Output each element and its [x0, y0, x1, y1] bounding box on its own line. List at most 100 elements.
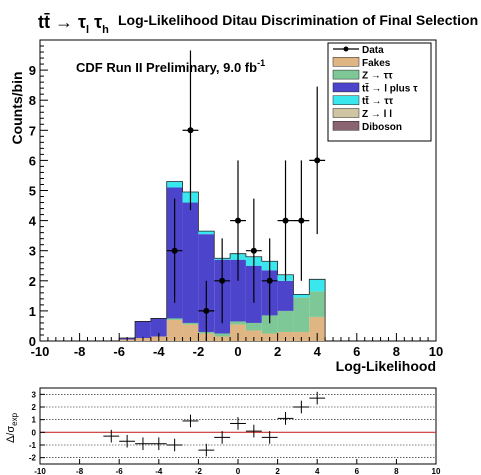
data-point-5 — [250, 247, 257, 254]
ratio-y-tick-label--1: -1 — [29, 441, 37, 450]
ratio-y-tick-label-3: 3 — [32, 390, 37, 399]
ratio-x-tick-label--10: -10 — [34, 467, 46, 475]
bar-ztautau-7 — [230, 321, 246, 325]
data-point-3 — [219, 277, 226, 284]
ratio-y-axis-label: Δ/σexp — [5, 412, 19, 443]
ratio-y-tick-label-1: 1 — [32, 416, 37, 425]
ratio-x-tick-label-0: 0 — [236, 467, 241, 475]
bar-fakes-12 — [309, 316, 326, 341]
x-tick-label--6: -6 — [113, 344, 125, 359]
legend-swatch-ztautau — [332, 69, 360, 80]
bar-ttbar_tautau-5 — [198, 231, 215, 235]
bar-fakes-7 — [230, 324, 246, 341]
chart-title: Log-Likelihood Ditau Discrimination of F… — [118, 12, 478, 28]
legend-label-5: Z → l l — [362, 109, 392, 120]
y-axis-label: Counts/bin — [9, 71, 25, 144]
legend-swatch-ttbar_tautau — [332, 95, 360, 105]
y-tick-label-2: 2 — [29, 274, 36, 289]
bar-ztautau-8 — [245, 322, 262, 331]
main-axes: -10 -8 -6 -4 -2 0 2 4 6 8 10 0 1 2 3 4 5 6 7 8 9 — [29, 45, 443, 359]
bar-ztautau-6 — [214, 333, 231, 337]
ratio-y-tick-label-2: 2 — [32, 403, 37, 412]
ratio-x-tick-label-4: 4 — [315, 467, 320, 475]
ratio-x-tick-label-2: 2 — [275, 467, 280, 475]
bar-ztautau-3 — [166, 318, 183, 320]
bar-ttbar_l_tau-10 — [277, 280, 294, 311]
data-points — [166, 50, 326, 341]
ratio-x-tick-label-6: 6 — [355, 467, 360, 475]
y-tick-label-9: 9 — [29, 63, 36, 78]
y-tick-label-0: 0 — [29, 334, 36, 349]
legend-label-4: tt̄ → ττ — [362, 95, 394, 107]
bar-ttbar_tautau-12 — [309, 279, 326, 292]
legend-label-0: Data — [362, 45, 384, 56]
data-point-6 — [266, 277, 273, 284]
experiment-annotation: CDF Run II Preliminary, 9.0 fb-1 — [76, 58, 265, 75]
legend-data-marker — [343, 46, 349, 52]
ratio-x-tick-label--8: -8 — [76, 467, 84, 475]
data-point-1 — [187, 127, 194, 134]
ratio-x-tick-label-8: 8 — [394, 467, 399, 475]
y-tick-label-8: 8 — [29, 93, 36, 108]
legend-label-3: tt̄ → l plus τ — [362, 83, 418, 95]
bar-ttbar_tautau-11 — [293, 294, 310, 298]
x-tick-label--2: -2 — [193, 344, 205, 359]
data-point-2 — [203, 307, 210, 314]
ratio-grid — [40, 394, 436, 458]
ratio-points — [103, 391, 326, 457]
x-tick-label-8: 8 — [393, 344, 400, 359]
data-point-4 — [235, 217, 241, 224]
bar-ztautau-9 — [261, 315, 278, 334]
x-tick-label--4: -4 — [153, 344, 165, 359]
legend-label-1: Fakes — [362, 58, 391, 69]
bar-ztautau-11 — [293, 297, 310, 332]
bar-ztautau-4 — [182, 322, 199, 325]
bar-ttbar_tautau-3 — [166, 181, 183, 188]
bar-ttbar_l_tau-1 — [135, 321, 151, 338]
bar-fakes-8 — [245, 330, 262, 341]
bar-fakes-4 — [182, 324, 199, 341]
y-tick-label-7: 7 — [29, 123, 36, 138]
bar-fakes-11 — [293, 331, 310, 341]
ratio-x-tick-label--6: -6 — [116, 467, 124, 475]
legend-swatch-zll — [332, 108, 360, 118]
x-tick-label--10: -10 — [31, 344, 50, 359]
bar-ttbar_l_tau-7 — [230, 259, 246, 322]
legend-swatch-fakes — [332, 57, 360, 67]
data-point-9 — [314, 157, 321, 164]
y-tick-label-4: 4 — [29, 214, 37, 229]
legend-swatch-ttbar_l_tau — [332, 82, 360, 93]
bar-ttbar_l_tau-2 — [150, 318, 167, 337]
process-label: tt̄ → τl τh — [38, 12, 109, 36]
ratio-x-tick-label--2: -2 — [195, 467, 203, 475]
ratio-x-tick-label--4: -4 — [155, 467, 163, 475]
x-tick-label-10: 10 — [429, 344, 443, 359]
x-tick-label-2: 2 — [274, 344, 281, 359]
ratio-y-tick-label-0: 0 — [32, 428, 37, 437]
legend-label-6: Diboson — [362, 122, 402, 133]
legend-label-2: Z → ττ — [362, 71, 393, 82]
data-point-8 — [298, 217, 305, 224]
y-tick-label-6: 6 — [29, 153, 36, 168]
y-tick-label-3: 3 — [29, 244, 36, 259]
x-axis-label: Log-Likelihood — [336, 358, 436, 374]
bar-ttbar_l_tau-4 — [182, 202, 199, 323]
y-tick-label-1: 1 — [29, 304, 36, 319]
bar-ztautau-10 — [277, 310, 294, 332]
x-tick-label--8: -8 — [74, 344, 86, 359]
legend-swatch-diboson — [332, 121, 360, 131]
x-tick-label-6: 6 — [353, 344, 360, 359]
data-point-7 — [282, 217, 289, 224]
ratio-x-tick-label-10: 10 — [432, 467, 441, 475]
bar-fakes-10 — [277, 331, 294, 341]
bar-ztautau-12 — [309, 291, 326, 317]
bar-fakes-3 — [166, 319, 183, 341]
x-tick-label-4: 4 — [314, 344, 322, 359]
data-point-0 — [171, 247, 178, 254]
x-tick-label-0: 0 — [234, 344, 241, 359]
